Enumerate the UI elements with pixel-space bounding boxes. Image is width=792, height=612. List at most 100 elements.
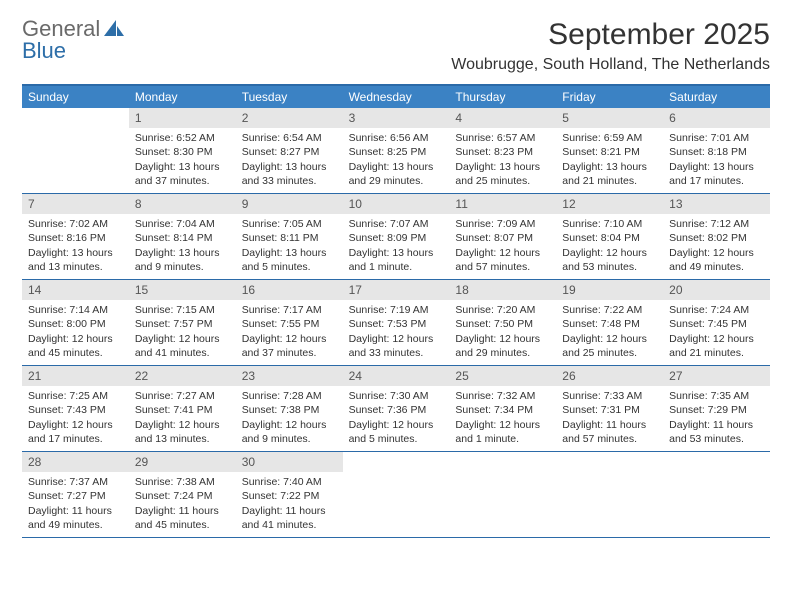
sunset-text: Sunset: 7:24 PM xyxy=(135,489,230,503)
daylight2-text: and 9 minutes. xyxy=(242,432,337,446)
daylight1-text: Daylight: 12 hours xyxy=(135,332,230,346)
calendar-day: 10Sunrise: 7:07 AMSunset: 8:09 PMDayligh… xyxy=(343,194,450,280)
daylight2-text: and 29 minutes. xyxy=(455,346,550,360)
day-body: Sunrise: 7:33 AMSunset: 7:31 PMDaylight:… xyxy=(556,386,663,451)
sunset-text: Sunset: 8:00 PM xyxy=(28,317,123,331)
daylight1-text: Daylight: 11 hours xyxy=(669,418,764,432)
daylight1-text: Daylight: 12 hours xyxy=(455,332,550,346)
daylight1-text: Daylight: 13 hours xyxy=(242,160,337,174)
daylight1-text: Daylight: 12 hours xyxy=(562,332,657,346)
daylight1-text: Daylight: 12 hours xyxy=(669,246,764,260)
day-body: Sunrise: 7:15 AMSunset: 7:57 PMDaylight:… xyxy=(129,300,236,365)
sunset-text: Sunset: 7:57 PM xyxy=(135,317,230,331)
daylight2-text: and 37 minutes. xyxy=(135,174,230,188)
daylight2-text: and 33 minutes. xyxy=(242,174,337,188)
sunset-text: Sunset: 7:36 PM xyxy=(349,403,444,417)
day-body: Sunrise: 7:07 AMSunset: 8:09 PMDaylight:… xyxy=(343,214,450,279)
calendar-grid: SundayMondayTuesdayWednesdayThursdayFrid… xyxy=(22,84,770,538)
calendar-day: 12Sunrise: 7:10 AMSunset: 8:04 PMDayligh… xyxy=(556,194,663,280)
calendar-day: 16Sunrise: 7:17 AMSunset: 7:55 PMDayligh… xyxy=(236,280,343,366)
daylight2-text: and 33 minutes. xyxy=(349,346,444,360)
day-number: 20 xyxy=(663,280,770,300)
sunset-text: Sunset: 8:04 PM xyxy=(562,231,657,245)
calendar-day: 6Sunrise: 7:01 AMSunset: 8:18 PMDaylight… xyxy=(663,108,770,194)
daylight2-text: and 1 minute. xyxy=(455,432,550,446)
sunrise-text: Sunrise: 7:27 AM xyxy=(135,389,230,403)
day-body: Sunrise: 7:30 AMSunset: 7:36 PMDaylight:… xyxy=(343,386,450,451)
day-body: Sunrise: 7:02 AMSunset: 8:16 PMDaylight:… xyxy=(22,214,129,279)
daylight1-text: Daylight: 13 hours xyxy=(135,160,230,174)
sunset-text: Sunset: 7:43 PM xyxy=(28,403,123,417)
day-body: Sunrise: 7:32 AMSunset: 7:34 PMDaylight:… xyxy=(449,386,556,451)
day-number: 13 xyxy=(663,194,770,214)
daylight1-text: Daylight: 11 hours xyxy=(28,504,123,518)
calendar-day: 30Sunrise: 7:40 AMSunset: 7:22 PMDayligh… xyxy=(236,452,343,538)
sunrise-text: Sunrise: 7:32 AM xyxy=(455,389,550,403)
day-body: Sunrise: 6:59 AMSunset: 8:21 PMDaylight:… xyxy=(556,128,663,193)
calendar-day: 21Sunrise: 7:25 AMSunset: 7:43 PMDayligh… xyxy=(22,366,129,452)
sunrise-text: Sunrise: 7:35 AM xyxy=(669,389,764,403)
day-number: 3 xyxy=(343,108,450,128)
sunset-text: Sunset: 7:48 PM xyxy=(562,317,657,331)
calendar-day: 4Sunrise: 6:57 AMSunset: 8:23 PMDaylight… xyxy=(449,108,556,194)
daylight2-text: and 17 minutes. xyxy=(669,174,764,188)
calendar-day: 8Sunrise: 7:04 AMSunset: 8:14 PMDaylight… xyxy=(129,194,236,280)
sunrise-text: Sunrise: 6:56 AM xyxy=(349,131,444,145)
daylight1-text: Daylight: 12 hours xyxy=(28,332,123,346)
sunset-text: Sunset: 8:07 PM xyxy=(455,231,550,245)
month-title: September 2025 xyxy=(451,18,770,52)
day-body: Sunrise: 7:12 AMSunset: 8:02 PMDaylight:… xyxy=(663,214,770,279)
sunset-text: Sunset: 7:31 PM xyxy=(562,403,657,417)
calendar-day: 20Sunrise: 7:24 AMSunset: 7:45 PMDayligh… xyxy=(663,280,770,366)
day-header: Tuesday xyxy=(236,86,343,108)
daylight2-text: and 57 minutes. xyxy=(455,260,550,274)
sunrise-text: Sunrise: 7:22 AM xyxy=(562,303,657,317)
day-number: 16 xyxy=(236,280,343,300)
sunset-text: Sunset: 8:09 PM xyxy=(349,231,444,245)
sunrise-text: Sunrise: 7:40 AM xyxy=(242,475,337,489)
daylight2-text: and 17 minutes. xyxy=(28,432,123,446)
daylight2-text: and 45 minutes. xyxy=(135,518,230,532)
sunrise-text: Sunrise: 7:19 AM xyxy=(349,303,444,317)
sunrise-text: Sunrise: 7:28 AM xyxy=(242,389,337,403)
sunrise-text: Sunrise: 7:05 AM xyxy=(242,217,337,231)
day-number: 2 xyxy=(236,108,343,128)
day-body: Sunrise: 6:52 AMSunset: 8:30 PMDaylight:… xyxy=(129,128,236,193)
day-body: Sunrise: 6:56 AMSunset: 8:25 PMDaylight:… xyxy=(343,128,450,193)
calendar-day: 14Sunrise: 7:14 AMSunset: 8:00 PMDayligh… xyxy=(22,280,129,366)
daylight1-text: Daylight: 13 hours xyxy=(242,246,337,260)
sunrise-text: Sunrise: 7:33 AM xyxy=(562,389,657,403)
daylight2-text: and 5 minutes. xyxy=(349,432,444,446)
day-number: 11 xyxy=(449,194,556,214)
daylight1-text: Daylight: 11 hours xyxy=(242,504,337,518)
sunrise-text: Sunrise: 7:15 AM xyxy=(135,303,230,317)
page-header: General Blue September 2025 Woubrugge, S… xyxy=(22,18,770,74)
calendar-day: 26Sunrise: 7:33 AMSunset: 7:31 PMDayligh… xyxy=(556,366,663,452)
day-number: 21 xyxy=(22,366,129,386)
brand-line2: Blue xyxy=(22,38,66,63)
sunrise-text: Sunrise: 7:12 AM xyxy=(669,217,764,231)
sunrise-text: Sunrise: 7:04 AM xyxy=(135,217,230,231)
daylight2-text: and 53 minutes. xyxy=(669,432,764,446)
daylight1-text: Daylight: 12 hours xyxy=(135,418,230,432)
sunset-text: Sunset: 8:11 PM xyxy=(242,231,337,245)
day-header: Wednesday xyxy=(343,86,450,108)
calendar-day: 3Sunrise: 6:56 AMSunset: 8:25 PMDaylight… xyxy=(343,108,450,194)
day-number: 5 xyxy=(556,108,663,128)
daylight1-text: Daylight: 11 hours xyxy=(135,504,230,518)
sunset-text: Sunset: 7:41 PM xyxy=(135,403,230,417)
day-body: Sunrise: 7:35 AMSunset: 7:29 PMDaylight:… xyxy=(663,386,770,451)
day-body: Sunrise: 7:05 AMSunset: 8:11 PMDaylight:… xyxy=(236,214,343,279)
daylight2-text: and 57 minutes. xyxy=(562,432,657,446)
calendar-day: 18Sunrise: 7:20 AMSunset: 7:50 PMDayligh… xyxy=(449,280,556,366)
daylight2-text: and 21 minutes. xyxy=(669,346,764,360)
calendar-empty xyxy=(556,452,663,538)
calendar-day: 23Sunrise: 7:28 AMSunset: 7:38 PMDayligh… xyxy=(236,366,343,452)
day-body: Sunrise: 7:37 AMSunset: 7:27 PMDaylight:… xyxy=(22,472,129,537)
daylight1-text: Daylight: 12 hours xyxy=(242,332,337,346)
daylight2-text: and 25 minutes. xyxy=(562,346,657,360)
calendar-day: 25Sunrise: 7:32 AMSunset: 7:34 PMDayligh… xyxy=(449,366,556,452)
calendar-day: 22Sunrise: 7:27 AMSunset: 7:41 PMDayligh… xyxy=(129,366,236,452)
calendar-day: 7Sunrise: 7:02 AMSunset: 8:16 PMDaylight… xyxy=(22,194,129,280)
day-number: 6 xyxy=(663,108,770,128)
